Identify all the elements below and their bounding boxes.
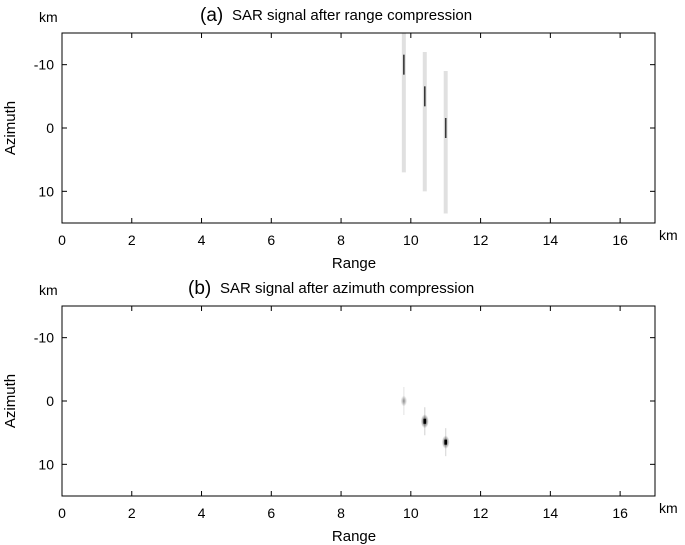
panel-a-ticks: 0 2 4 6 8 10 12 14 16 -10 0 10 (34, 33, 655, 248)
y-tick-label: -10 (34, 330, 54, 346)
point-target-1 (400, 395, 408, 407)
y-tick-label: 0 (46, 120, 54, 136)
panel-b-title: SAR signal after azimuth compression (220, 280, 474, 297)
x-tick-label: 14 (543, 232, 559, 248)
x-tick-label: 8 (337, 232, 345, 248)
panel-a-y-unit: km (39, 9, 58, 25)
panel-b: (b) SAR signal after azimuth compression… (2, 278, 678, 545)
panel-a-x-unit: km (659, 227, 678, 243)
panel-b-letter: (b) (188, 278, 211, 299)
x-tick-label: 4 (198, 232, 206, 248)
y-tick-label: -10 (34, 57, 54, 73)
x-tick-label: 6 (267, 505, 275, 521)
panel-a-marks (401, 33, 448, 214)
y-tick-label: 0 (46, 393, 54, 409)
y-tick-label: 10 (38, 456, 54, 472)
panel-b-y-label: Azimuth (2, 374, 19, 428)
panel-b-x-label: Range (332, 528, 376, 545)
panel-a-y-label: Azimuth (2, 101, 19, 155)
x-tick-label: 2 (128, 505, 136, 521)
x-tick-label: 0 (58, 232, 66, 248)
panel-a-axes-frame (61, 32, 656, 224)
panel-b-marks (400, 387, 450, 457)
point-target-core (444, 439, 448, 445)
panel-a: (a) SAR signal after range compression k… (2, 5, 678, 272)
x-tick-label: 0 (58, 505, 66, 521)
x-tick-label: 12 (473, 505, 489, 521)
x-tick-label: 6 (267, 232, 275, 248)
panel-b-ticks: 0 2 4 6 8 10 12 14 16 -10 0 10 (34, 306, 655, 521)
x-tick-label: 14 (543, 505, 559, 521)
x-tick-label: 10 (403, 232, 419, 248)
x-tick-label: 8 (337, 505, 345, 521)
x-tick-label: 10 (403, 505, 419, 521)
panel-b-x-unit: km (659, 500, 678, 516)
point-target-core (423, 418, 427, 424)
panel-b-y-unit: km (39, 282, 58, 298)
panel-a-title: SAR signal after range compression (232, 7, 472, 24)
x-tick-label: 12 (473, 232, 489, 248)
x-tick-label: 4 (198, 505, 206, 521)
x-tick-label: 16 (612, 232, 628, 248)
panel-b-axes-frame (61, 305, 656, 497)
x-tick-label: 2 (128, 232, 136, 248)
x-tick-label: 16 (612, 505, 628, 521)
y-tick-label: 10 (38, 183, 54, 199)
panel-a-x-label: Range (332, 255, 376, 272)
panel-a-letter: (a) (200, 5, 223, 26)
